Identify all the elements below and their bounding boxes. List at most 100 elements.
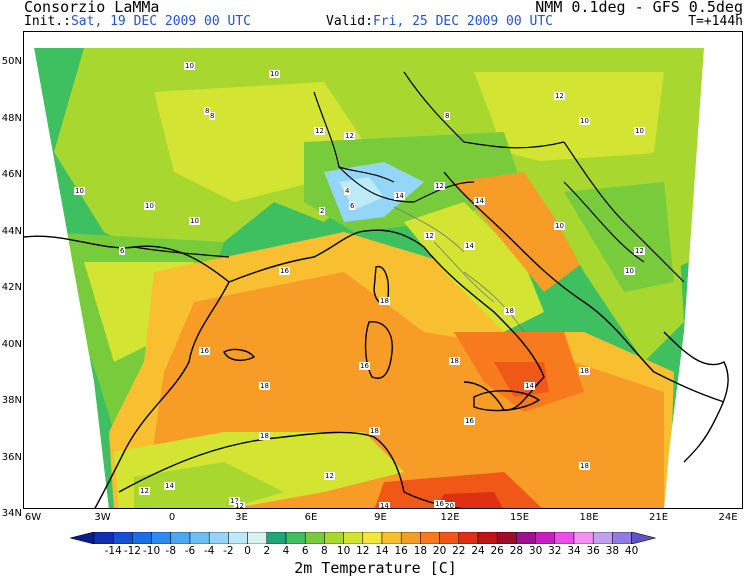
isotherm-label: 12 (554, 92, 565, 100)
colorbar-swatch (496, 532, 517, 544)
isotherm-label: 12 (344, 132, 355, 140)
border-france-germany (313, 91, 395, 183)
isotherm-label: 14 (379, 502, 390, 509)
colorbar-swatch (420, 532, 440, 544)
isotherm-label: 18 (379, 297, 390, 305)
colorbar-tick-label: 18 (413, 545, 428, 557)
outside-domain-right (664, 32, 742, 508)
lon-label: 0 (168, 512, 176, 523)
temp-zone-adriatic (454, 172, 584, 292)
map-canvas (24, 32, 742, 508)
lon-label: 21E (648, 512, 669, 523)
lon-label: 12E (440, 512, 460, 523)
colorbar-tick-label: 30 (528, 545, 543, 557)
isotherm-label: 10 (189, 217, 200, 225)
colorbar-swatch (381, 532, 402, 544)
colorbar-swatch (400, 532, 421, 544)
colorbar-tick-label: 10 (336, 545, 351, 557)
lat-label: 46N (1, 169, 22, 180)
isotherm-label: 14 (164, 482, 175, 490)
coastlines (24, 171, 729, 508)
isotherm-label: 18 (504, 307, 515, 315)
isotherm-label: 16 (199, 347, 210, 355)
lat-label: 36N (1, 451, 22, 463)
isotherm-label: 14 (464, 242, 475, 250)
temp-zone-med-4 (494, 362, 549, 397)
organization-title: Consorzio LaMMa (24, 0, 160, 16)
isotherm-label: 16 (464, 417, 475, 425)
border-central (403, 71, 565, 149)
temp-zone-alps-cold-2 (339, 177, 384, 210)
isotherm-label: 8 (209, 112, 216, 120)
lon-label: 18E (579, 512, 599, 523)
colorbar-swatch (189, 532, 210, 544)
coast-africa (118, 431, 463, 508)
isotherm-label: 18 (579, 367, 590, 375)
border-balkans (563, 181, 645, 263)
isotherm-label: 4 (344, 187, 351, 195)
isotherm-label: 18 (369, 427, 380, 435)
isotherm-label: 20 (444, 502, 455, 509)
isotherm-label: 18 (579, 462, 590, 470)
isotherm-label: 6 (119, 247, 126, 255)
colorbar-swatch (208, 532, 229, 544)
valid-time: Valid:Fri, 25 DEC 2009 00 UTC (326, 14, 553, 29)
colorbar-tick-label: -12 (123, 545, 141, 557)
colorbar-swatch (112, 532, 133, 544)
colorbar-tick-label: 0 (244, 545, 251, 557)
isotherm-label: 14 (524, 382, 535, 390)
colorbar-tick-label: -6 (184, 545, 196, 557)
colorbar-tick-label: 2 (263, 545, 271, 557)
isotherm-label: 12 (434, 182, 445, 190)
valid-label: Valid: (326, 14, 373, 29)
valid-value: Fri, 25 DEC 2009 00 UTC (372, 14, 553, 29)
colorbar-swatch (573, 532, 594, 544)
temp-zone-italy (404, 202, 544, 332)
lon-label: 9E (374, 512, 387, 523)
lat-label: 34N (1, 508, 22, 519)
colorbar-tick-label: 22 (452, 545, 466, 557)
isotherm-label: 12 (139, 487, 150, 495)
isotherm-label: 12 (234, 502, 245, 509)
isotherm-label: 10 (554, 222, 565, 230)
region-line-1 (393, 206, 465, 253)
lat-label: 50N (1, 56, 22, 67)
colorbar-tick-label: 34 (567, 545, 581, 557)
colorbar-tick-label: -14 (104, 545, 122, 557)
coast-sicily (473, 390, 541, 412)
colorbar-tick-label: 28 (509, 545, 524, 557)
colorbar-swatch (170, 532, 191, 544)
isotherm-label: 16 (359, 362, 370, 370)
isotherm-label: 10 (184, 62, 195, 70)
colorbar (70, 532, 656, 544)
temp-zone-africa-2 (134, 462, 284, 508)
isotherm-label: 12 (634, 247, 645, 255)
region-line-3 (463, 271, 525, 333)
isotherm-label: 12 (424, 232, 435, 240)
isotherm-label: 14 (474, 197, 485, 205)
isotherm-label: 6 (349, 202, 356, 210)
colorbar-tick-label: 38 (605, 545, 620, 557)
colorbar-tick-label: 24 (471, 545, 485, 557)
colorbar-tick-label: -2 (223, 545, 234, 557)
colorbar-arrow-high (631, 532, 656, 544)
init-time: Init.:Sat, 19 DEC 2009 00 UTC (24, 14, 251, 29)
colorbar-arrow-low (70, 532, 95, 544)
isotherm-label: 10 (74, 187, 85, 195)
lat-label: 48N (1, 112, 22, 124)
colorbar-swatch (266, 532, 287, 544)
isotherm-label: 8 (444, 112, 451, 120)
model-title: NMM 0.1deg - GFS 0.5deg (535, 0, 743, 16)
isotherm-label: 10 (624, 267, 635, 275)
colorbar-tick-label: 14 (375, 545, 389, 557)
colorbar-tick-label: 16 (394, 545, 408, 557)
colorbar-swatch (343, 532, 364, 544)
isotherm-label: 2 (319, 207, 326, 215)
coast-greece (663, 331, 729, 463)
colorbar-swatch (132, 532, 152, 544)
temp-zone-east (474, 72, 664, 172)
italy-regions (393, 206, 525, 333)
colorbar-tick-label: 8 (321, 545, 328, 557)
isotherm-label: 18 (259, 382, 270, 390)
colorbar-swatch (535, 532, 556, 544)
